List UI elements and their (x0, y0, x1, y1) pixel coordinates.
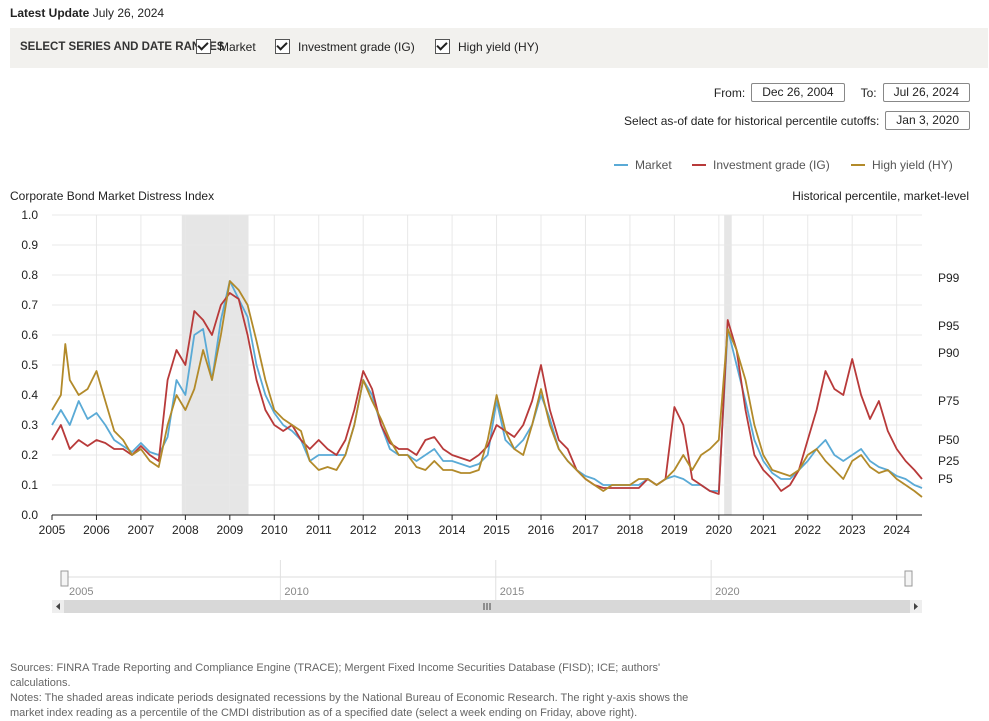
navigator-year-label: 2020 (715, 586, 739, 598)
x-tick-label: 2013 (394, 523, 421, 537)
y-tick-label: 0.1 (21, 478, 38, 492)
distress-index-chart: Market Investment grade (IG) High yield (H… (10, 158, 969, 613)
scrollbar-grip-icon (483, 603, 491, 610)
navigator-year-label: 2005 (69, 586, 93, 598)
x-tick-label: 2015 (483, 523, 510, 537)
y-tick-label: 0.5 (21, 358, 38, 372)
hy-checkbox-label: High yield (HY) (458, 39, 539, 54)
to-label: To: (860, 85, 877, 100)
percentile-label: P90 (938, 346, 960, 360)
chart-legend: Market Investment grade (IG) High yield (H… (614, 158, 953, 172)
navigator-year-label: 2015 (500, 586, 524, 598)
from-label: From: (713, 85, 746, 100)
checkbox-check-icon (435, 39, 450, 54)
percentile-label: P95 (938, 319, 960, 333)
navigator-left-handle[interactable] (60, 570, 69, 587)
chart-footnotes: Sources: FINRA Trade Reporting and Compl… (10, 661, 710, 721)
y-tick-label: 0.0 (21, 508, 38, 522)
asof-row: Select as-of date for historical percent… (624, 111, 970, 130)
market-checkbox[interactable]: Market (196, 39, 256, 54)
series-line-market (51, 280, 923, 492)
x-tick-label: 2020 (705, 523, 732, 537)
legend-label-ig: Investment grade (IG) (713, 158, 830, 172)
x-tick-label: 2019 (661, 523, 688, 537)
scroll-right-arrow-icon (914, 603, 918, 610)
hy-checkbox[interactable]: High yield (HY) (435, 39, 539, 54)
series-line-ig (51, 292, 923, 495)
y-tick-label: 0.9 (21, 238, 38, 252)
series-selector-bar: SELECT SERIES AND DATE RANGES Market Inv… (10, 28, 988, 68)
navigator-right-handle[interactable] (904, 570, 913, 587)
percentile-label: P25 (938, 454, 960, 468)
percentile-label: P75 (938, 394, 960, 408)
x-tick-label: 2023 (839, 523, 866, 537)
notes-text: Notes: The shaded areas indicate periods… (10, 692, 689, 719)
x-tick-label: 2016 (528, 523, 555, 537)
checkbox-check-icon (275, 39, 290, 54)
series-line-hy (51, 280, 923, 498)
sources-note: Sources: FINRA Trade Reporting and Compl… (10, 662, 661, 689)
percentile-label: P50 (938, 433, 960, 447)
y-tick-label: 0.3 (21, 418, 38, 432)
market-checkbox-label: Market (219, 39, 256, 54)
y-tick-label: 0.4 (21, 388, 38, 402)
x-tick-label: 2011 (306, 523, 332, 537)
asof-label: Select as-of date for historical percent… (624, 113, 880, 128)
x-tick-label: 2024 (883, 523, 910, 537)
asof-date-input[interactable]: Jan 3, 2020 (885, 111, 970, 130)
ig-checkbox[interactable]: Investment grade (IG) (275, 39, 415, 54)
legend-label-hy: High yield (HY) (872, 158, 953, 172)
x-tick-label: 2012 (350, 523, 377, 537)
y-tick-label: 0.7 (21, 298, 38, 312)
to-date-input[interactable]: Jul 26, 2024 (882, 83, 970, 102)
x-tick-label: 2006 (83, 523, 110, 537)
x-tick-label: 2022 (794, 523, 821, 537)
percentile-label: P5 (938, 472, 953, 486)
x-tick-label: 2008 (172, 523, 199, 537)
from-date-input[interactable]: Dec 26, 2004 (751, 83, 845, 102)
checkbox-check-icon (196, 39, 211, 54)
date-range-row: From: Dec 26, 2004 To: Jul 26, 2024 (714, 83, 970, 102)
scroll-left-arrow-icon (56, 603, 60, 610)
navigator-year-label: 2010 (284, 586, 308, 598)
series-selector-label: SELECT SERIES AND DATE RANGES (20, 41, 225, 53)
y-tick-label: 0.2 (21, 448, 38, 462)
x-tick-label: 2005 (39, 523, 66, 537)
latest-update-date: July 26, 2024 (92, 6, 165, 20)
x-tick-label: 2021 (750, 523, 777, 537)
chart-title: Corporate Bond Market Distress Index (10, 189, 214, 203)
latest-update-label: Latest Update (10, 6, 90, 20)
x-tick-label: 2009 (216, 523, 243, 537)
y-tick-label: 1.0 (21, 208, 38, 222)
x-tick-label: 2014 (439, 523, 466, 537)
percentile-label: P99 (938, 271, 960, 285)
legend-label-market: Market (635, 158, 672, 172)
right-axis-title: Historical percentile, market-level (792, 189, 969, 203)
y-tick-label: 0.8 (21, 268, 38, 282)
x-tick-label: 2017 (572, 523, 599, 537)
range-navigator: 2005 2010 2015 2020 (52, 560, 922, 613)
ig-checkbox-label: Investment grade (IG) (298, 39, 415, 54)
latest-update: Latest Update July 26, 2024 (10, 6, 164, 20)
x-tick-label: 2018 (617, 523, 644, 537)
x-tick-label: 2007 (128, 523, 155, 537)
y-tick-label: 0.6 (21, 328, 38, 342)
x-tick-label: 2010 (261, 523, 288, 537)
